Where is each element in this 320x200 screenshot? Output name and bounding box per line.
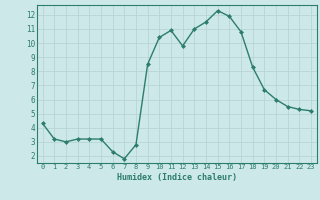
X-axis label: Humidex (Indice chaleur): Humidex (Indice chaleur) [117,173,237,182]
